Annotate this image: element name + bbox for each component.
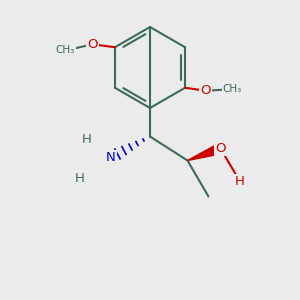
Polygon shape <box>188 143 222 161</box>
Text: O: O <box>200 84 211 97</box>
Text: O: O <box>87 38 98 51</box>
Text: O: O <box>215 142 226 155</box>
Text: H: H <box>75 172 84 185</box>
Text: CH₃: CH₃ <box>223 84 242 94</box>
Text: H: H <box>82 133 92 146</box>
Text: CH₃: CH₃ <box>56 45 75 55</box>
Text: N: N <box>106 151 116 164</box>
Text: H: H <box>235 175 245 188</box>
